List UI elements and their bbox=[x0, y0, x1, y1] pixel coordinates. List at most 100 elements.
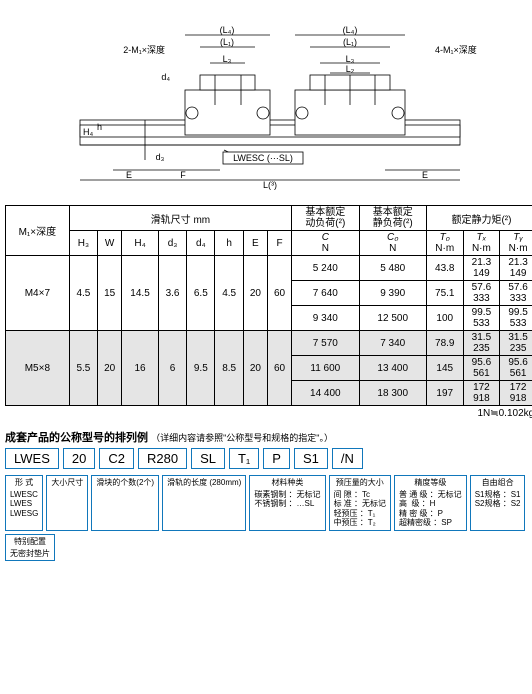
cell: 21.3 149 bbox=[500, 256, 532, 281]
th-F: F bbox=[267, 231, 291, 256]
lbl-h: h bbox=[97, 122, 102, 132]
cell: 60 bbox=[267, 331, 291, 406]
dim-l3b: L₃ bbox=[346, 54, 355, 64]
cell: 100 bbox=[426, 306, 463, 331]
cell: 7 640 bbox=[292, 281, 359, 306]
th-C-g: 基本额定 动负荷(²) bbox=[292, 206, 359, 231]
dim-l1: (L₁) bbox=[220, 37, 234, 47]
cell: 20 bbox=[98, 331, 122, 406]
model-part: T₁ bbox=[229, 448, 259, 469]
cell: 5.5 bbox=[69, 331, 97, 406]
table-footnote: 1N≒0.102kgf bbox=[5, 408, 532, 419]
model-part: R280 bbox=[138, 448, 187, 469]
cell: 3.6 bbox=[158, 256, 186, 331]
desc-box: 预压量的大小间 隙 ：Tc 标 准 ：无标记 轻预压 ：T₁ 中预压 ：T₂ bbox=[329, 475, 391, 531]
th-Cu: CN bbox=[292, 231, 359, 256]
cell: 95.6 561 bbox=[500, 356, 532, 381]
model-part: C2 bbox=[99, 448, 134, 469]
cell: 5 480 bbox=[359, 256, 426, 281]
dim-l4b: (L₄) bbox=[343, 25, 358, 35]
cell: 20 bbox=[243, 331, 267, 406]
spec-table: M₁×深度 滑轨尺寸 mm 基本额定 动负荷(²) 基本额定 静负荷(²) 额定… bbox=[5, 205, 532, 406]
desc-box: 精度等级普 通 级 ：无标记 高 级 ：H 精 密 级 ：P 超精密级 ：SP bbox=[394, 475, 467, 531]
lbl-E2: E bbox=[422, 170, 428, 180]
desc-box: 材料种类碳素钢制 ：无标记 不锈钢制 ：…SL bbox=[249, 475, 325, 531]
model-part: P bbox=[263, 448, 290, 469]
lbl-d4: d₄ bbox=[161, 72, 170, 82]
model-part: LWES bbox=[5, 448, 59, 469]
cell: 14 400 bbox=[292, 381, 359, 406]
lbl-E: E bbox=[126, 170, 132, 180]
cell: 14.5 bbox=[122, 256, 159, 331]
desc-box: 形 式LWESC LWES LWESG bbox=[5, 475, 43, 531]
th-d4: d₄ bbox=[187, 231, 215, 256]
lbl-lwesc: LWESC (⋯SL) bbox=[233, 153, 293, 163]
th-W: W bbox=[98, 231, 122, 256]
technical-diagram: (L₄) (L₄) (L₁) (L₁) L₃ L₃ L₂ 2-M₁×深度 4-M… bbox=[5, 5, 532, 200]
lbl-F: F bbox=[180, 170, 186, 180]
cell: 57.6 333 bbox=[463, 281, 500, 306]
cell: 31.5 235 bbox=[500, 331, 532, 356]
cell: 6 bbox=[158, 331, 186, 406]
cell: 78.9 bbox=[426, 331, 463, 356]
model-section: 成套产品的公称型号的排列例 （详细内容请参照"公称型号和规格的指定"。） LWE… bbox=[5, 429, 532, 561]
cell: 172 918 bbox=[463, 381, 500, 406]
dim-l4a: (L₄) bbox=[220, 25, 235, 35]
cell: 9.5 bbox=[187, 331, 215, 406]
cell: 12 500 bbox=[359, 306, 426, 331]
cell: 4.5 bbox=[69, 256, 97, 331]
th-TY: TᵧN·m bbox=[500, 231, 532, 256]
cell: 145 bbox=[426, 356, 463, 381]
th-TX: TₓN·m bbox=[463, 231, 500, 256]
th-rail: 滑轨尺寸 mm bbox=[69, 206, 291, 231]
model-part: SL bbox=[191, 448, 225, 469]
lbl-h4: H₄ bbox=[83, 127, 93, 137]
lbl-m1l: 2-M₁×深度 bbox=[123, 44, 165, 55]
cell: 43.8 bbox=[426, 256, 463, 281]
th-moment: 额定静力矩(²) bbox=[426, 206, 532, 231]
model-part: S1 bbox=[294, 448, 328, 469]
cell: 75.1 bbox=[426, 281, 463, 306]
cell: 95.6 561 bbox=[463, 356, 500, 381]
cell: 9 390 bbox=[359, 281, 426, 306]
cell: 99.5 533 bbox=[500, 306, 532, 331]
cell: 31.5 235 bbox=[463, 331, 500, 356]
cell: 9 340 bbox=[292, 306, 359, 331]
cell: 172 918 bbox=[500, 381, 532, 406]
cell: M5×8 bbox=[6, 331, 70, 406]
cell: 5 240 bbox=[292, 256, 359, 281]
th-H3: H₃ bbox=[69, 231, 97, 256]
table-row: M4×74.51514.53.66.54.520605 2405 48043.8… bbox=[6, 256, 532, 281]
th-E: E bbox=[243, 231, 267, 256]
cell: 6.5 bbox=[187, 256, 215, 331]
desc-box: 大小尺寸 bbox=[46, 475, 88, 531]
cell: 11 600 bbox=[292, 356, 359, 381]
cell: 15 bbox=[98, 256, 122, 331]
dim-l2: L₂ bbox=[346, 64, 355, 74]
th-m1: M₁×深度 bbox=[6, 206, 70, 256]
cell: 13 400 bbox=[359, 356, 426, 381]
cell: 4.5 bbox=[215, 256, 243, 331]
th-H4: H₄ bbox=[122, 231, 159, 256]
cell: M4×7 bbox=[6, 256, 70, 331]
cell: 8.5 bbox=[215, 331, 243, 406]
desc-box: 滑轨的长度 (280mm) bbox=[162, 475, 246, 531]
lbl-Lfoot: L(³) bbox=[263, 180, 277, 190]
desc-row: 形 式LWESC LWES LWESG大小尺寸滑块的个数(2个)滑轨的长度 (2… bbox=[5, 475, 532, 561]
model-row: LWES20C2R280SLT₁PS1/N bbox=[5, 448, 532, 469]
table-row: M5×85.5201669.58.520607 5707 34078.931.5… bbox=[6, 331, 532, 356]
th-h: h bbox=[215, 231, 243, 256]
th-C0u: C₀N bbox=[359, 231, 426, 256]
lbl-d3: d₃ bbox=[156, 152, 165, 162]
cell: 60 bbox=[267, 256, 291, 331]
model-part: /N bbox=[332, 448, 363, 469]
th-C0-g: 基本额定 静负荷(²) bbox=[359, 206, 426, 231]
cell: 7 570 bbox=[292, 331, 359, 356]
cell: 57.6 333 bbox=[500, 281, 532, 306]
cell: 7 340 bbox=[359, 331, 426, 356]
cell: 197 bbox=[426, 381, 463, 406]
model-part: 20 bbox=[63, 448, 95, 469]
dim-l3: L₃ bbox=[223, 54, 232, 64]
cell: 99.5 533 bbox=[463, 306, 500, 331]
th-d3: d₃ bbox=[158, 231, 186, 256]
